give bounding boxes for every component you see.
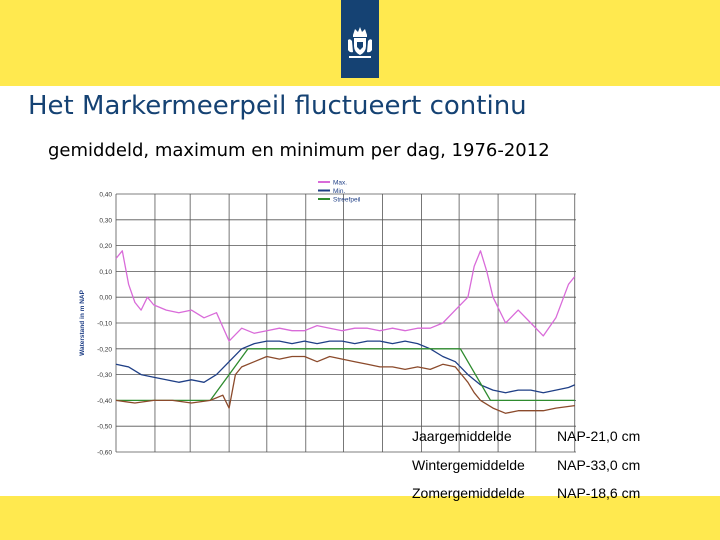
stat-value: NAP-18,6 cm — [557, 485, 641, 501]
chart-legend: Max. Min.Streefpeil — [318, 179, 361, 203]
y-tick-label: -0,50 — [97, 424, 112, 431]
slide-subtitle: gemiddeld, maximum en minimum per dag, 1… — [48, 140, 550, 161]
stat-value: NAP-21,0 cm — [557, 428, 641, 444]
crown-icon — [353, 27, 367, 35]
y-tick-label: 0,30 — [99, 217, 112, 224]
legend-label: Max. — [333, 179, 347, 186]
y-tick-label: 0,40 — [99, 192, 112, 199]
stat-row-winter: Wintergemiddelde NAP-33,0 cm — [412, 457, 712, 486]
y-axis-label: Waterstand in m NAP — [79, 289, 86, 356]
legend-label: Min. — [333, 188, 345, 195]
y-tick-label: -0,30 — [97, 372, 112, 379]
y-tick-label: 0,00 — [99, 295, 112, 302]
series-line-max — [115, 250, 576, 342]
series-line-min — [115, 340, 575, 394]
slide-title: Het Markermeerpeil fluctueert continu — [28, 91, 527, 121]
y-tick-label: 0,20 — [99, 243, 112, 250]
chart-grid — [115, 193, 576, 453]
stats-table: Jaargemiddelde NAP-21,0 cm Wintergemidde… — [412, 428, 712, 514]
series-line-mean — [115, 355, 575, 414]
chart-axes: 0,40 0,30 0,20 0,10 0,00 -0,10 -0,20 -0,30 -0,40… — [79, 192, 112, 457]
government-logo — [341, 0, 379, 78]
stat-label: Wintergemiddelde — [412, 456, 525, 473]
y-tick-label: -0,60 — [97, 450, 112, 457]
stat-label: Jaargemiddelde — [412, 428, 512, 444]
y-tick-label: 0,10 — [99, 269, 112, 276]
legend-label: Streefpeil — [333, 196, 361, 203]
y-tick-label: -0,20 — [97, 346, 112, 353]
footer-band — [0, 496, 720, 540]
chart-series — [115, 250, 576, 414]
y-tick-label: -0,10 — [97, 321, 112, 328]
stat-value: NAP-33,0 cm — [557, 456, 641, 473]
stat-label: Zomergemiddelde — [412, 485, 525, 501]
y-tick-label: -0,40 — [97, 398, 112, 405]
stat-row-year: Jaargemiddelde NAP-21,0 cm — [412, 428, 712, 457]
stat-row-summer: Zomergemiddelde NAP-18,6 cm — [412, 485, 712, 514]
water-level-chart: 0,40 0,30 0,20 0,10 0,00 -0,10 -0,20 -0,30 -0,40… — [79, 179, 576, 457]
series-line-streefpeil — [116, 348, 575, 402]
